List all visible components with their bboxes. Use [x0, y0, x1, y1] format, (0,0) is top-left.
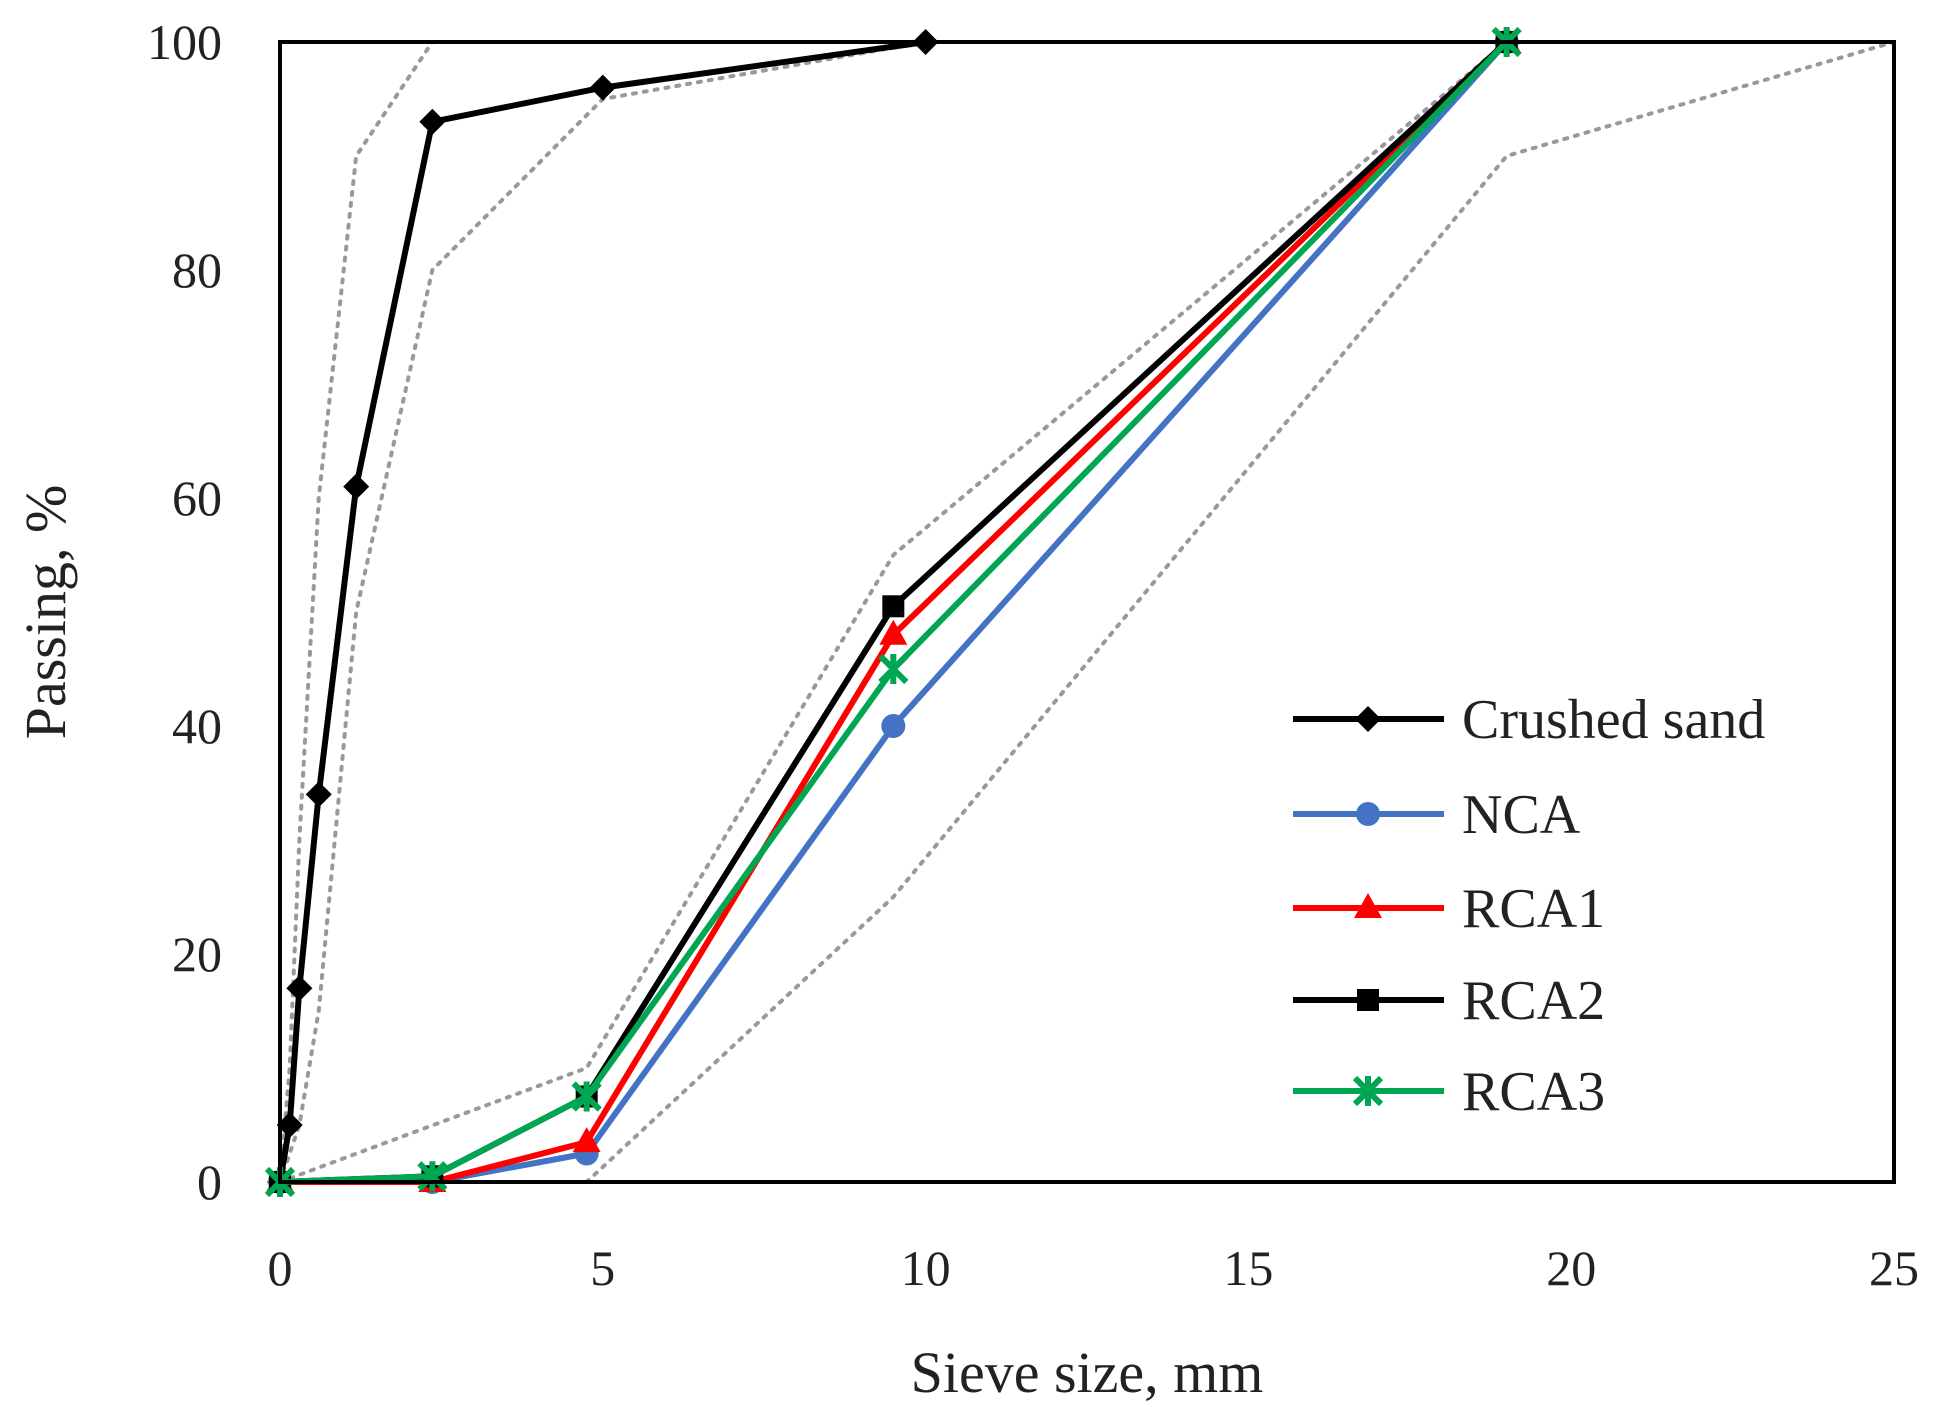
series-group — [264, 26, 1522, 1198]
x-tick-label: 25 — [1869, 1240, 1919, 1296]
star-marker — [417, 1161, 448, 1192]
y-tick-label: 60 — [172, 470, 222, 526]
diamond-marker — [589, 74, 616, 101]
square-marker — [1357, 989, 1379, 1011]
legend-label: NCA — [1462, 784, 1581, 846]
x-tick-label: 15 — [1223, 1240, 1273, 1296]
series-crushed-sand — [267, 29, 939, 1195]
y-axis-ticks: 0 20 40 60 80 100 — [147, 14, 222, 1210]
y-tick-label: 40 — [172, 698, 222, 754]
x-tick-label: 10 — [901, 1240, 951, 1296]
square-marker — [882, 595, 905, 618]
diamond-marker — [343, 473, 370, 500]
legend-item: RCA3 — [1293, 1061, 1605, 1123]
x-axis-ticks: 0 5 10 15 20 25 — [268, 1240, 1920, 1296]
sand-upper-limit — [278, 40, 1896, 1184]
y-tick-label: 20 — [172, 926, 222, 982]
legend-label: RCA3 — [1462, 1061, 1605, 1123]
coarse-upper-limit — [278, 40, 1509, 1184]
series-line — [277, 39, 927, 1183]
star-marker — [878, 653, 909, 685]
legend-item: RCA2 — [1293, 970, 1605, 1032]
sand-lower-limit — [278, 40, 928, 1184]
y-tick-label: 80 — [172, 242, 222, 298]
y-tick-label: 0 — [197, 1154, 222, 1210]
legend-label: RCA1 — [1462, 878, 1605, 940]
y-tick-label: 100 — [147, 14, 222, 70]
diamond-marker — [1355, 706, 1381, 732]
grading-limits — [278, 40, 1896, 1184]
triangle-marker — [1354, 893, 1382, 918]
star-marker — [1352, 1075, 1384, 1107]
legend-item: Crushed sand — [1293, 689, 1765, 751]
y-axis-label: Passing, % — [13, 485, 78, 740]
diamond-marker — [419, 108, 446, 135]
x-tick-label: 5 — [590, 1240, 615, 1296]
star-marker — [571, 1081, 602, 1112]
diamond-marker — [276, 1112, 303, 1138]
triangle-marker — [879, 619, 908, 645]
legend-label: Crushed sand — [1462, 689, 1765, 751]
legend-item: RCA1 — [1293, 878, 1605, 940]
legend: Crushed sand NCA RCA1 RCA2 RCA3 — [1293, 689, 1765, 1123]
series-rca2 — [269, 31, 1518, 1193]
circle-marker — [881, 714, 906, 738]
plot-frame — [278, 40, 1896, 1184]
x-tick-label: 20 — [1546, 1240, 1596, 1296]
x-axis-label: Sieve size, mm — [911, 1340, 1264, 1405]
legend-item: NCA — [1293, 784, 1581, 846]
circle-marker — [1356, 802, 1380, 826]
diamond-marker — [305, 781, 332, 808]
x-tick-label: 0 — [268, 1240, 293, 1296]
legend-label: RCA2 — [1462, 970, 1605, 1032]
diamond-marker — [286, 975, 313, 1002]
triangle-marker — [572, 1127, 601, 1153]
